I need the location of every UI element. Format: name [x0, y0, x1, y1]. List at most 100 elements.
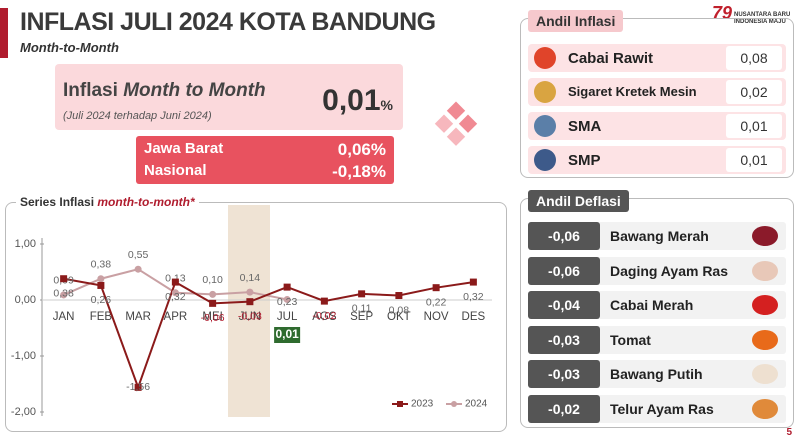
- marker: [395, 292, 403, 300]
- logo-line: INDONESIA MAJU: [734, 19, 786, 25]
- x-tick-label: FEB: [90, 311, 113, 323]
- x-tick-label: DES: [462, 311, 486, 323]
- deflasi-item: -0,04 Cabai Merah: [528, 291, 786, 319]
- item-name: Daging Ayam Ras: [610, 262, 728, 279]
- deflasi-item: -0,06 Daging Ayam Ras: [528, 256, 786, 285]
- item-value: 0,08: [726, 46, 782, 70]
- marker: [60, 291, 68, 299]
- x-tick-label: MEI: [202, 311, 222, 323]
- item-name: Sigaret Kretek Mesin: [568, 84, 697, 99]
- panel-title: Andil Deflasi: [528, 190, 629, 212]
- deflasi-item: -0,06 Bawang Merah: [528, 222, 786, 250]
- region-value: -0,18%: [332, 162, 386, 181]
- marker: [246, 288, 254, 296]
- comparison-box: Jawa Barat 0,06% Nasional -0,18%: [136, 136, 394, 184]
- accent-bar: [0, 8, 8, 58]
- value-label: 0,08: [389, 304, 410, 316]
- value-label: 0,26: [91, 294, 112, 306]
- comparison-row: Jawa Barat 0,06%: [144, 140, 386, 162]
- marker: [283, 283, 291, 291]
- y-tick-label: 0,00: [15, 294, 36, 306]
- chart: 1,00 0,00 -1,00 -2,00 JAN FEB MAR APR MEI JUN JUL A…: [11, 205, 492, 418]
- y-tick-label: 1,00: [15, 238, 36, 250]
- item-name: Tomat: [610, 331, 651, 348]
- value-label: -0,06: [201, 312, 225, 324]
- x-tick-label: NOV: [424, 311, 449, 323]
- deflasi-panel: [520, 198, 794, 428]
- comparison-row: Nasional -0,18%: [144, 162, 386, 184]
- icon: [534, 115, 556, 137]
- marker: [171, 278, 179, 286]
- summary-note: (Juli 2024 terhadap Juni 2024): [63, 110, 212, 122]
- value-label: 0,13: [165, 273, 186, 285]
- icon: [534, 81, 556, 103]
- deflasi-item: -0,02 Telur Ayam Ras: [528, 394, 786, 423]
- value-label: 0,55: [128, 249, 149, 261]
- item-value: -0,03: [528, 360, 600, 388]
- chart-panel: [5, 202, 507, 432]
- item-name: Bawang Putih: [610, 366, 703, 382]
- unit: %: [380, 97, 393, 113]
- icon: [534, 149, 556, 171]
- icon: [752, 260, 778, 281]
- icon: [752, 398, 778, 419]
- x-tick-label: JUL: [277, 311, 298, 323]
- item-value: -0,03: [528, 325, 600, 354]
- value-label: 0,01: [275, 327, 299, 341]
- marker: [432, 284, 440, 292]
- region: Nasional: [144, 162, 207, 179]
- marker: [469, 278, 477, 286]
- inflasi-item: Cabai Rawit 0,08: [528, 44, 786, 72]
- marker: [209, 299, 217, 307]
- subtitle: Month-to-Month: [20, 40, 119, 55]
- marker: [209, 290, 217, 298]
- x-tick-label: JAN: [53, 311, 75, 323]
- item-name: Cabai Rawit: [568, 50, 654, 67]
- icon: [752, 329, 778, 350]
- value-label: -1,56: [126, 381, 150, 393]
- value-label: 0,11: [352, 303, 372, 315]
- decoration: [434, 101, 478, 146]
- value-label: 0,32: [165, 291, 186, 303]
- icon: [534, 47, 556, 69]
- legend-label: 2024: [465, 399, 488, 410]
- title: Series Inflasi: [20, 195, 98, 209]
- value-label: 0,22: [426, 296, 447, 308]
- y-tick-label: -1,00: [11, 350, 36, 362]
- panel-title: Andil Inflasi: [528, 10, 624, 32]
- x-tick-label: OKT: [387, 311, 411, 323]
- chart-title: Series Inflasi month-to-month*: [16, 195, 199, 209]
- label: Inflasi: [63, 80, 124, 101]
- item-value: 0,01: [726, 114, 782, 138]
- value-label: 0,38: [53, 288, 74, 300]
- x-tick-label: JUN: [239, 311, 261, 323]
- region-value: 0,06%: [337, 140, 386, 159]
- legend-label: 2023: [411, 399, 434, 410]
- title: INFLASI JULI 2024 KOTA BANDUNG: [20, 8, 436, 36]
- highlight-label-bg: [274, 327, 301, 343]
- value-label: -0,03: [238, 310, 262, 322]
- value-label: 0,10: [202, 274, 223, 286]
- x-tick-label: SEP: [350, 311, 373, 323]
- value-label: 0,38: [91, 259, 112, 271]
- x-tick-label: MAR: [125, 311, 151, 323]
- series-line: [63, 277, 474, 391]
- logo: 79 NUSANTARA BARU INDONESIA MAJU: [712, 4, 796, 26]
- value: 0,01: [322, 84, 381, 117]
- inflasi-panel: [520, 18, 794, 178]
- marker: [60, 275, 68, 283]
- marker: [358, 290, 366, 298]
- marker: [171, 289, 179, 297]
- icon: [752, 295, 778, 315]
- logo-line: NUSANTARA BARU: [734, 12, 791, 18]
- label-italic: Month to Month: [123, 80, 266, 101]
- item-value: 0,02: [726, 80, 782, 104]
- item-value: -0,02: [528, 394, 600, 423]
- marker: [134, 383, 142, 391]
- item-name: SMP: [568, 152, 601, 169]
- summary-label: Inflasi Month to Month: [63, 80, 266, 102]
- item-value: -0,04: [528, 291, 600, 319]
- legend-marker: [397, 401, 403, 407]
- value-label: 0,32: [463, 291, 484, 303]
